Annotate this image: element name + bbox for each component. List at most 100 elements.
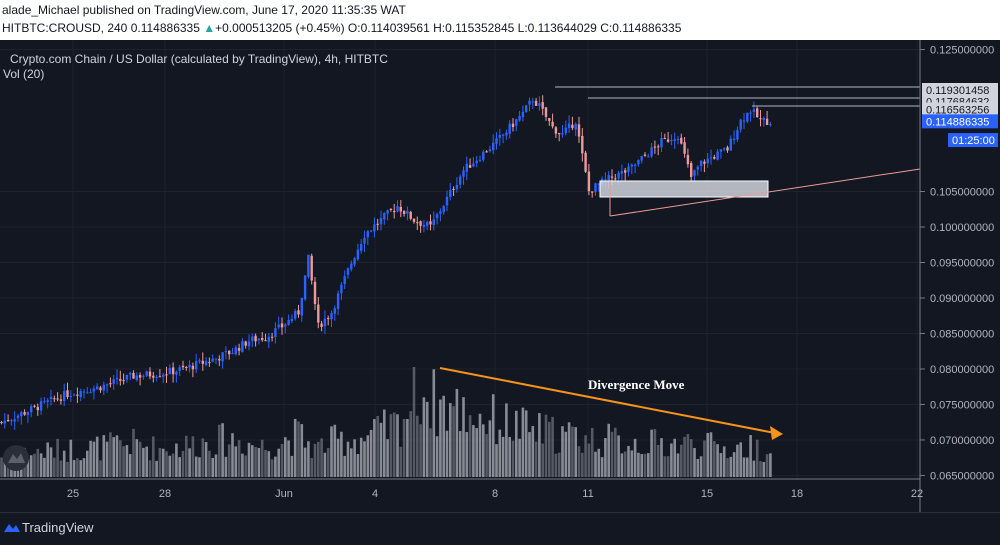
volume-bar <box>251 445 254 477</box>
candle-body <box>627 166 630 172</box>
candle-body <box>287 319 290 325</box>
candle-body <box>729 138 732 151</box>
candle-body <box>554 127 558 134</box>
volume-bar <box>333 424 337 477</box>
time-tick-label: 15 <box>701 488 713 500</box>
volume-bar <box>389 414 393 477</box>
candle-body <box>650 147 653 157</box>
candle-body <box>587 171 591 192</box>
time-axis[interactable]: 25 28 Jun 4 8 11 15 18 22 <box>0 478 923 500</box>
volume-bar <box>297 421 300 477</box>
volume-bar <box>26 459 30 477</box>
tradingview-logo-icon <box>4 524 20 532</box>
price-tick-label: 0.075000000 <box>930 399 994 411</box>
volume-bar <box>706 433 709 477</box>
volume-bar <box>699 456 703 477</box>
candle-body <box>511 123 515 128</box>
open-label: O: <box>347 21 361 35</box>
candle-body <box>561 133 564 135</box>
volume-bar <box>284 437 287 477</box>
volume-bar <box>86 450 89 477</box>
candle-body <box>162 374 165 377</box>
candle-body <box>274 328 277 337</box>
candle-body <box>228 350 231 355</box>
chart-header: alade_Michael published on TradingView.c… <box>0 0 1000 40</box>
candle-body <box>142 375 145 377</box>
volume-bar <box>511 440 515 477</box>
volume-bar <box>274 456 277 477</box>
volume-bar <box>455 388 459 477</box>
candle-body <box>683 142 686 154</box>
volume-bar <box>175 443 178 477</box>
volume-bar <box>729 456 733 477</box>
candle-body <box>6 419 10 422</box>
candle-body <box>198 360 201 362</box>
candle-body <box>56 398 59 400</box>
support-zone[interactable] <box>599 180 769 198</box>
candle-body <box>280 323 284 328</box>
candle-body <box>330 313 333 320</box>
volume-bar <box>759 461 762 477</box>
candle-body <box>20 412 23 417</box>
volume-bar <box>330 426 333 477</box>
volume-bar <box>716 444 719 477</box>
volume-bar <box>237 440 241 477</box>
volume-bar <box>521 407 525 477</box>
candle-body <box>89 392 92 394</box>
volume-bar <box>610 431 614 477</box>
price-tick-label: 0.095000000 <box>930 258 994 270</box>
candle-body <box>426 222 429 226</box>
divergence-label: Divergence Move <box>588 377 685 392</box>
volume-bar <box>435 436 439 477</box>
candle-body <box>594 183 597 192</box>
volume-bar <box>425 401 429 477</box>
volume-bar <box>39 453 43 477</box>
volume-indicator-label: Vol (20) <box>3 67 44 81</box>
volume-bar <box>498 429 502 477</box>
candle-body <box>363 237 366 244</box>
candle-body <box>726 147 729 151</box>
rising-trendline[interactable] <box>609 168 921 217</box>
candle-body <box>320 323 323 327</box>
volume-bar <box>373 419 376 477</box>
volume-bar <box>653 429 657 477</box>
volume-bar <box>244 455 247 477</box>
volume-bar <box>524 410 528 477</box>
volume-bar <box>188 448 191 477</box>
price-chart[interactable]: Divergence Move 0.0650000000.0700000000.… <box>0 40 1000 512</box>
volume-bar <box>142 447 145 477</box>
divergence-arrow[interactable] <box>439 367 781 435</box>
candle-body <box>597 183 600 185</box>
candle-body <box>168 368 171 374</box>
candle-body <box>666 139 670 142</box>
volume-bar <box>396 414 399 477</box>
candle-body <box>310 255 313 281</box>
price-axis[interactable]: 0.065000000 0.070000000 0.075000000 0.08000… <box>919 40 1000 512</box>
candle-body <box>501 134 505 136</box>
candle-body <box>389 208 393 210</box>
candle-body <box>752 109 756 112</box>
volume-bar <box>749 435 752 477</box>
candle-body <box>419 221 422 226</box>
volume-bar <box>600 457 604 477</box>
volume-bar <box>260 439 264 477</box>
volume-bar <box>656 444 660 477</box>
candle-body <box>746 112 749 122</box>
volume-bar <box>422 397 426 477</box>
volume-bar <box>468 415 472 477</box>
candle-body <box>637 159 640 165</box>
volume-bar <box>300 424 304 477</box>
candle-body <box>185 367 188 369</box>
volume-bar <box>590 427 594 477</box>
volume-bar <box>211 457 214 477</box>
candle-body <box>442 206 445 213</box>
volume-bar <box>594 451 597 477</box>
price-label-box <box>922 114 998 129</box>
volume-bar <box>736 444 739 477</box>
volume-bar <box>445 430 449 477</box>
volume-bar <box>686 434 690 477</box>
candle-body <box>66 390 69 398</box>
volume-bar <box>76 458 79 477</box>
candle-body <box>59 399 63 401</box>
volume-bar <box>69 439 73 477</box>
